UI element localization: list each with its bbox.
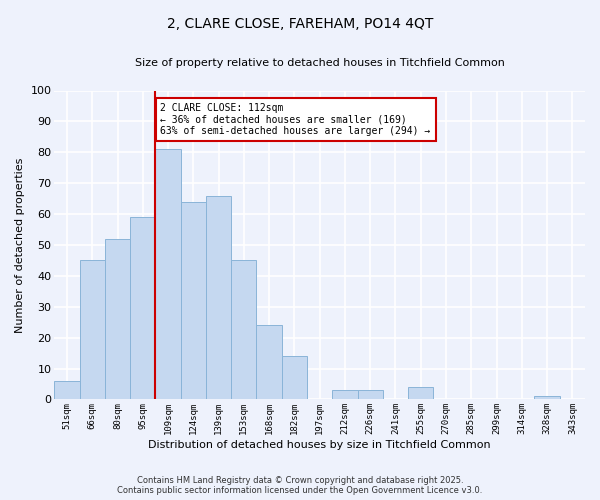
Bar: [358, 390, 383, 400]
Bar: [535, 396, 560, 400]
Bar: [105, 239, 130, 400]
Title: Size of property relative to detached houses in Titchfield Common: Size of property relative to detached ho…: [135, 58, 505, 68]
Bar: [80, 260, 105, 400]
Bar: [55, 381, 80, 400]
Bar: [408, 387, 433, 400]
Bar: [231, 260, 256, 400]
Bar: [181, 202, 206, 400]
Bar: [206, 196, 231, 400]
Bar: [256, 326, 282, 400]
Text: 2, CLARE CLOSE, FAREHAM, PO14 4QT: 2, CLARE CLOSE, FAREHAM, PO14 4QT: [167, 18, 433, 32]
X-axis label: Distribution of detached houses by size in Titchfield Common: Distribution of detached houses by size …: [148, 440, 491, 450]
Text: 2 CLARE CLOSE: 112sqm
← 36% of detached houses are smaller (169)
63% of semi-det: 2 CLARE CLOSE: 112sqm ← 36% of detached …: [160, 103, 431, 136]
Bar: [282, 356, 307, 400]
Bar: [332, 390, 358, 400]
Y-axis label: Number of detached properties: Number of detached properties: [15, 158, 25, 332]
Text: Contains HM Land Registry data © Crown copyright and database right 2025.
Contai: Contains HM Land Registry data © Crown c…: [118, 476, 482, 495]
Bar: [155, 149, 181, 400]
Bar: [130, 217, 155, 400]
